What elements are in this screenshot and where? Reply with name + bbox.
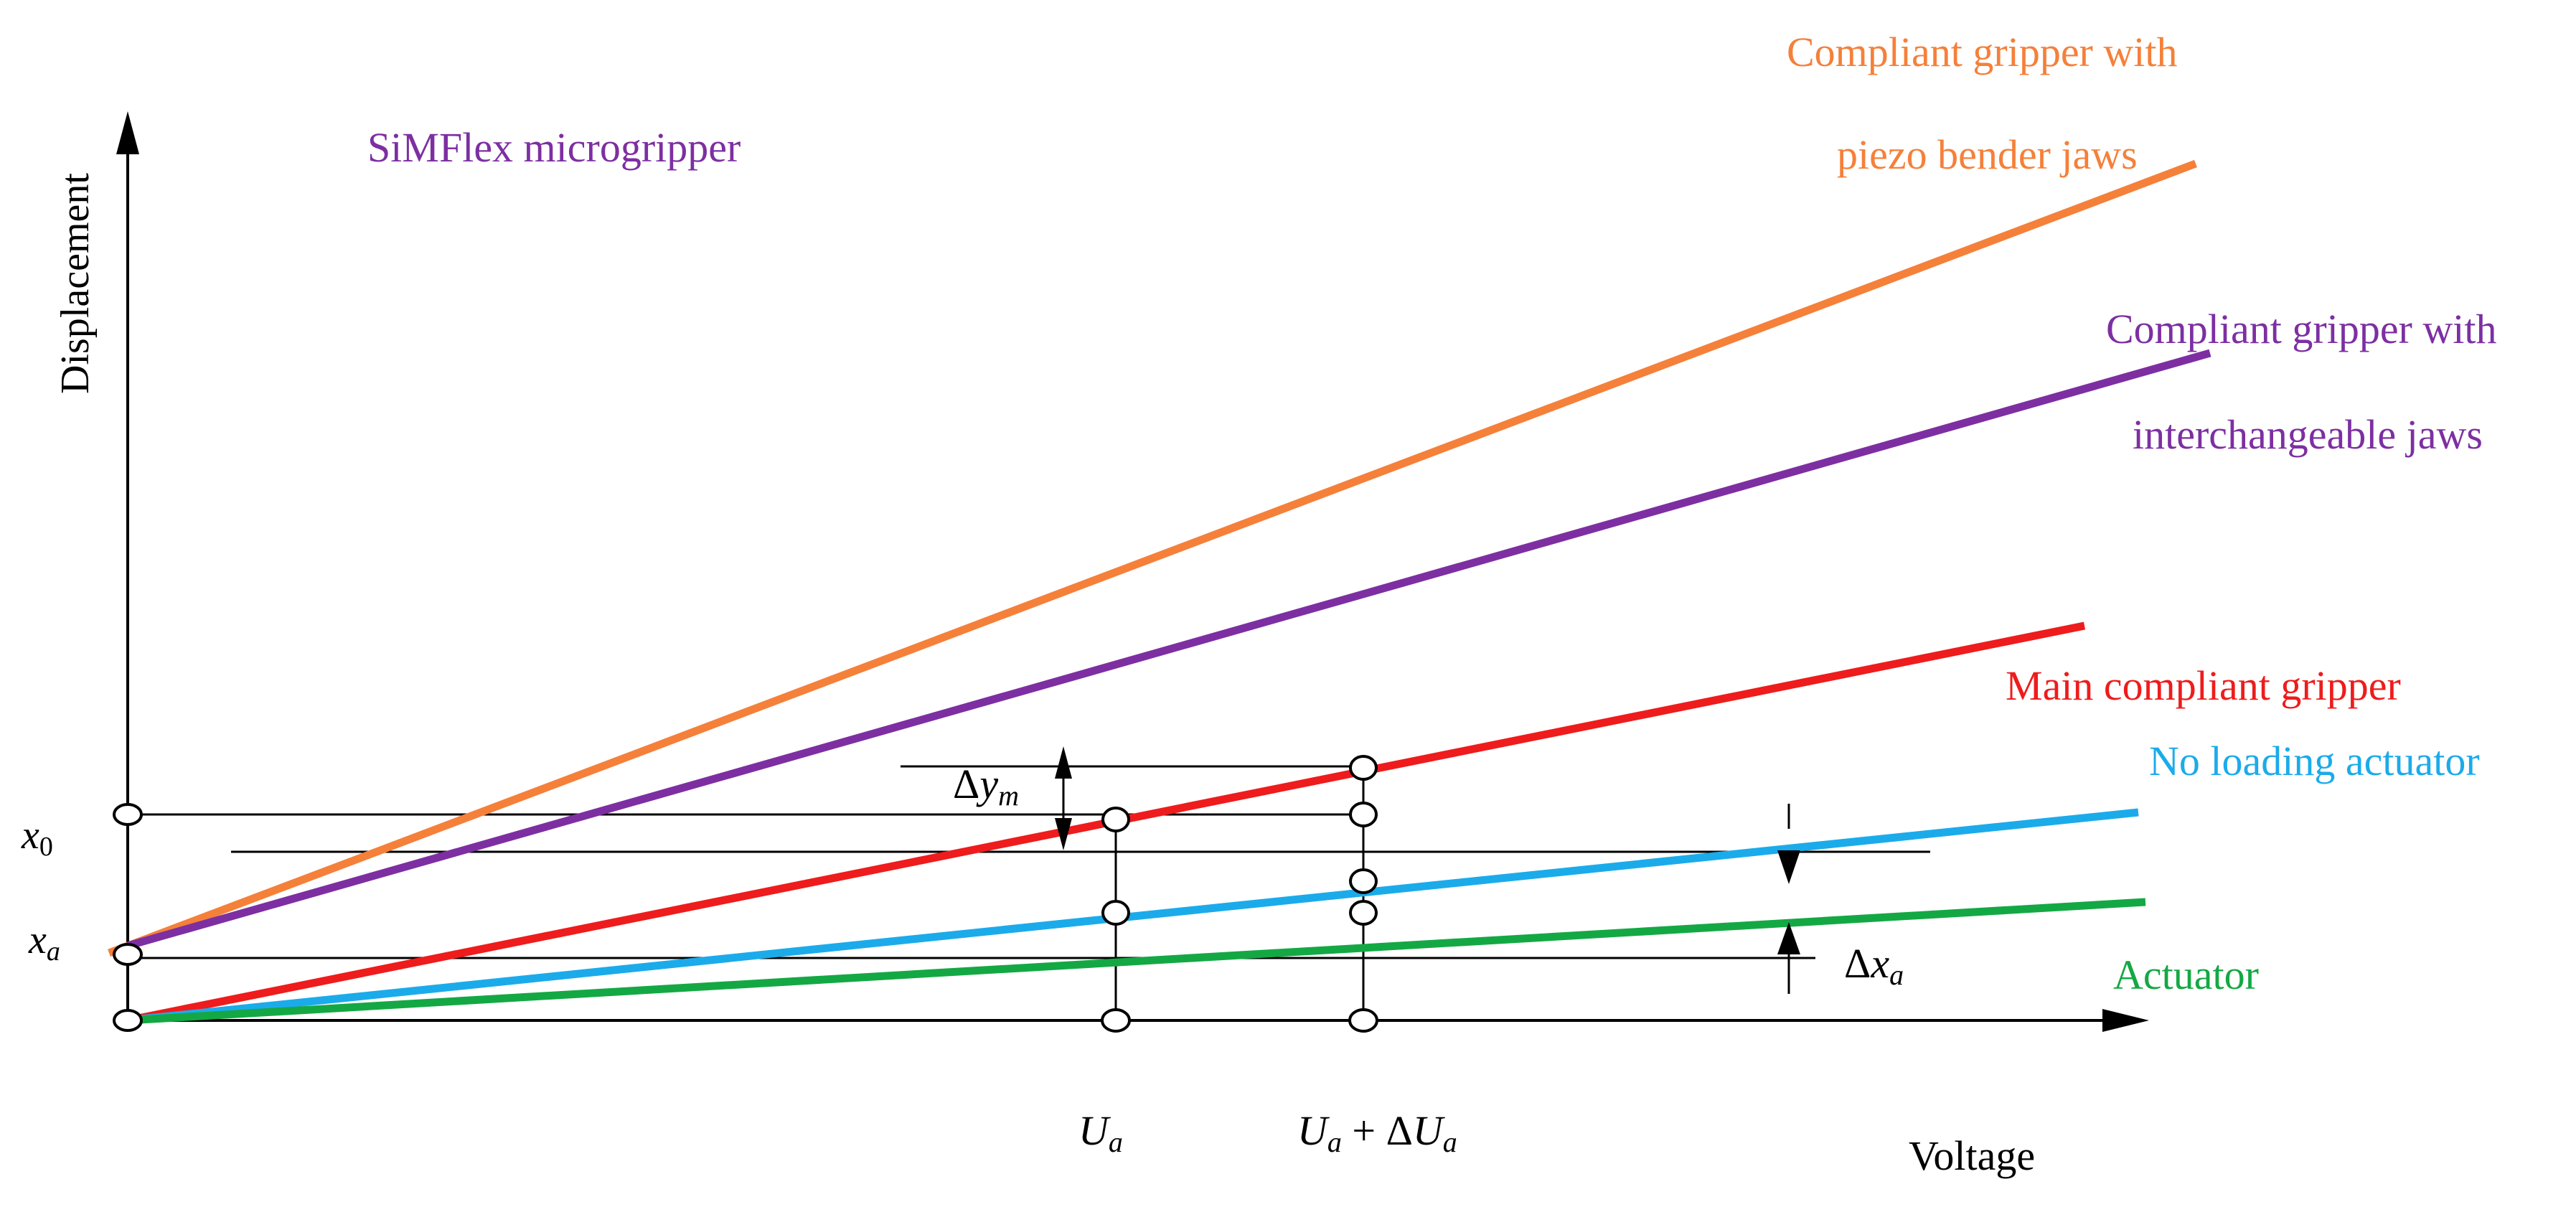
- label-piezo-gripper-line1: Compliant gripper with: [1787, 29, 2178, 75]
- x-tick-ua-plus-delta: Ua + ΔUa: [1297, 1107, 1457, 1158]
- delta-xa-label: Δxa: [1844, 940, 1904, 991]
- y-tick-xa: xa: [28, 918, 60, 967]
- delta-ym-arrowhead-down: [1055, 818, 1072, 850]
- label-main-compliant-gripper: Main compliant gripper: [2006, 662, 2401, 709]
- y-axis-arrowhead: [116, 111, 139, 154]
- delta-ym-arrowhead-up: [1055, 746, 1072, 779]
- marker-ua-red: [1101, 807, 1130, 832]
- marker-uaplus-x0: [1349, 802, 1378, 827]
- delta-xa-arrowhead-up: [1777, 922, 1800, 954]
- marker-ua-cyan: [1101, 900, 1130, 926]
- markers: [113, 755, 1378, 1033]
- line-actuator: [127, 898, 2146, 1025]
- marker-origin: [113, 1009, 143, 1032]
- line-piezo-bender-gripper: [108, 159, 2197, 957]
- y-axis-label: Displacement: [53, 173, 98, 394]
- delta-ym-label: Δym: [953, 761, 1019, 812]
- marker-uaplus-cyan: [1349, 868, 1378, 894]
- label-no-loading-actuator: No loading actuator: [2149, 738, 2480, 784]
- label-interchangeable-gripper-line2: interchangeable jaws: [2133, 411, 2483, 458]
- label-actuator: Actuator: [2113, 952, 2259, 998]
- marker-uaplus-axis: [1348, 1008, 1378, 1033]
- line-no-loading-actuator: [127, 808, 2139, 1025]
- marker-xa: [113, 943, 143, 966]
- x-tick-ua: Ua: [1078, 1107, 1123, 1158]
- line-interchangeable-jaws-gripper: [126, 349, 2211, 950]
- label-simflex-microgripper: SiMFlex microgripper: [367, 124, 741, 171]
- marker-uaplus-red: [1349, 755, 1378, 781]
- marker-x0: [113, 803, 143, 826]
- marker-uaplus-green: [1349, 900, 1378, 926]
- x-axis-label: Voltage: [1909, 1132, 2035, 1179]
- x-axis-arrowhead: [2102, 1009, 2149, 1032]
- marker-ua-axis: [1101, 1008, 1131, 1033]
- y-tick-x0: x0: [21, 813, 53, 862]
- label-interchangeable-gripper-line1: Compliant gripper with: [2106, 306, 2497, 352]
- delta-xa-arrowhead-down: [1777, 850, 1800, 884]
- label-piezo-gripper-line2: piezo bender jaws: [1837, 131, 2138, 178]
